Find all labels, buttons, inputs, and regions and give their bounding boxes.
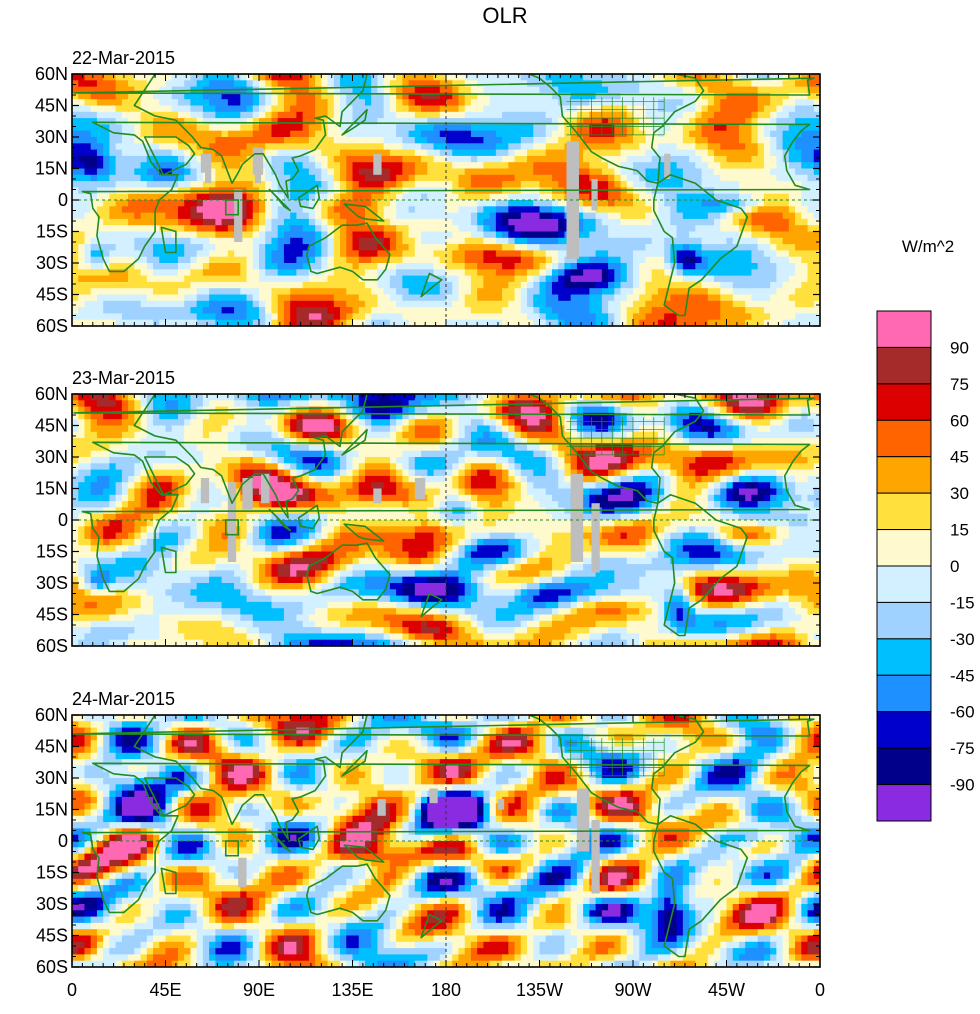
y-tick-label: 45S (36, 605, 68, 625)
panel-date-title: 24-Mar-2015 (72, 689, 175, 709)
y-tick-label: 45N (35, 737, 68, 757)
y-tick-label: 45N (35, 96, 68, 116)
colorbar-label: 0 (950, 557, 959, 576)
y-tick-label: 30S (36, 894, 68, 914)
missing-data (200, 141, 671, 259)
colorbar-label: -90 (950, 776, 975, 795)
y-tick-label: 30N (35, 768, 68, 788)
x-tick-label: 0 (67, 980, 77, 1000)
y-tick-label: 15N (35, 479, 68, 499)
y-tick-label: 60N (35, 64, 68, 84)
y-tick-label: 15N (35, 800, 68, 820)
colorbar-label: 90 (950, 338, 969, 357)
y-tick-label: 45S (36, 926, 68, 946)
colorbar-swatch (876, 674, 932, 713)
y-tick-label: 60N (35, 384, 68, 404)
y-tick-label: 60N (35, 705, 68, 725)
colorbar-label: -30 (950, 630, 975, 649)
colorbar-units: W/m^2 (902, 237, 954, 256)
x-tick-label: 90E (243, 980, 275, 1000)
colorbar-swatch (876, 419, 932, 458)
coastlines (73, 394, 815, 637)
colorbar-swatch (876, 565, 932, 603)
y-tick-label: 60S (36, 957, 68, 977)
y-tick-label: 30S (36, 573, 68, 593)
x-tick-label: 135W (516, 980, 563, 1000)
missing-data (200, 473, 600, 573)
x-tick-label: 45W (708, 980, 745, 1000)
coastlines (73, 715, 815, 958)
y-tick-label: 15S (36, 222, 68, 242)
x-tick-label: 45E (149, 980, 181, 1000)
figure-title: OLR (482, 3, 527, 28)
colorbar-label: -75 (950, 739, 975, 758)
region-box (224, 199, 240, 216)
colorbar-swatch (876, 492, 932, 531)
region-box (224, 519, 240, 536)
y-tick-label: 15N (35, 159, 68, 179)
x-tick-label: 135E (331, 980, 373, 1000)
colorbar-swatch (876, 784, 932, 822)
y-tick-label: 30S (36, 253, 68, 273)
colorbar-swatch (876, 601, 932, 640)
colorbar-label: 15 (950, 521, 969, 540)
y-tick-label: 0 (58, 190, 68, 210)
map-panels: 22-Mar-201560N45N30N15N015S30S45S60S23-M… (35, 48, 825, 1000)
colorbar-swatch (876, 310, 932, 348)
y-tick-label: 15S (36, 542, 68, 562)
colorbar-label: 45 (950, 448, 969, 467)
colorbar: W/m^2 -90 -75 -60 -45 -30 -15 0 15 30 45 60 75 90 (876, 237, 975, 822)
region-box (224, 840, 240, 857)
missing-data (238, 788, 600, 894)
y-tick-label: 15S (36, 863, 68, 883)
colorbar-swatch (876, 711, 932, 749)
coastlines (73, 74, 815, 317)
y-tick-label: 60S (36, 636, 68, 656)
y-tick-label: 30N (35, 127, 68, 147)
colorbar-label: 75 (950, 375, 969, 394)
panel-date-title: 23-Mar-2015 (72, 368, 175, 388)
x-tick-label: 90W (614, 980, 651, 1000)
x-tick-label: 180 (431, 980, 461, 1000)
olr-field (72, 715, 820, 967)
colorbar-label: 60 (950, 411, 969, 430)
y-tick-label: 60S (36, 316, 68, 336)
x-tick-label: 0 (815, 980, 825, 1000)
y-tick-label: 45N (35, 416, 68, 436)
colorbar-swatch (876, 346, 932, 385)
y-tick-label: 0 (58, 510, 68, 530)
y-tick-label: 45S (36, 285, 68, 305)
colorbar-label: -60 (950, 703, 975, 722)
colorbar-swatch (876, 383, 932, 421)
colorbar-label: -45 (950, 666, 975, 685)
colorbar-swatch (876, 638, 932, 676)
panel-date-title: 22-Mar-2015 (72, 48, 175, 68)
colorbar-swatch (876, 747, 932, 786)
colorbar-label: 30 (950, 484, 969, 503)
colorbar-label: -15 (950, 593, 975, 612)
colorbar-swatch (876, 456, 932, 494)
y-tick-label: 30N (35, 447, 68, 467)
y-tick-label: 0 (58, 831, 68, 851)
colorbar-swatch (876, 529, 932, 567)
